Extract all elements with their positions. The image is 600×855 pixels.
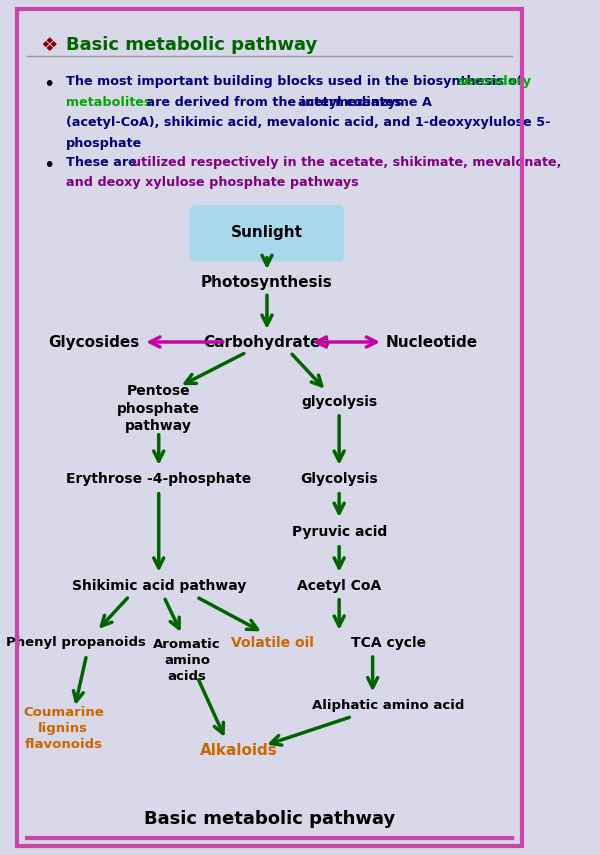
- Text: Pyruvic acid: Pyruvic acid: [292, 525, 387, 539]
- Text: Alkaloids: Alkaloids: [200, 743, 277, 758]
- Text: Carbohydrates: Carbohydrates: [204, 334, 330, 350]
- Text: Shikimic acid pathway: Shikimic acid pathway: [71, 579, 246, 593]
- Text: Acetyl CoA: Acetyl CoA: [297, 579, 381, 593]
- Text: •: •: [43, 75, 54, 94]
- Text: and deoxy xylulose phosphate pathways: and deoxy xylulose phosphate pathways: [66, 176, 359, 189]
- Text: Basic metabolic pathway: Basic metabolic pathway: [144, 810, 395, 828]
- Text: The most important building blocks used in the biosynthesis of: The most important building blocks used …: [66, 75, 527, 88]
- Text: Glycosides: Glycosides: [49, 334, 140, 350]
- Text: (acetyl-CoA), shikimic acid, mevalonic acid, and 1-deoxyxylulose 5-: (acetyl-CoA), shikimic acid, mevalonic a…: [66, 116, 550, 129]
- Text: Glycolysis: Glycolysis: [301, 472, 378, 486]
- Text: Pentose
phosphate
pathway: Pentose phosphate pathway: [117, 385, 200, 433]
- Text: Basic metabolic pathway: Basic metabolic pathway: [66, 36, 317, 54]
- Text: Sunlight: Sunlight: [231, 225, 303, 240]
- Text: •: •: [43, 156, 54, 174]
- Text: utilized respectively in the acetate, shikimate, mevalonate,: utilized respectively in the acetate, sh…: [132, 156, 561, 168]
- Text: TCA cycle: TCA cycle: [350, 636, 425, 650]
- Text: Erythrose -4-phosphate: Erythrose -4-phosphate: [66, 472, 251, 486]
- Text: Aromatic
amino
acids: Aromatic amino acids: [153, 638, 221, 682]
- Text: These are: These are: [66, 156, 142, 168]
- Text: Photosynthesis: Photosynthesis: [201, 274, 333, 290]
- Text: Nucleotide: Nucleotide: [386, 334, 478, 350]
- Text: Volatile oil: Volatile oil: [230, 636, 314, 650]
- Text: Aliphatic amino acid: Aliphatic amino acid: [312, 699, 464, 712]
- Text: Coumarine
lignins
flavonoids: Coumarine lignins flavonoids: [23, 706, 104, 751]
- Text: metabolites: metabolites: [66, 96, 151, 109]
- Text: are derived from the intermediates: are derived from the intermediates: [142, 96, 406, 109]
- Text: secondary: secondary: [458, 75, 532, 88]
- Text: glycolysis: glycolysis: [301, 395, 377, 409]
- Text: ❖: ❖: [40, 36, 58, 55]
- Text: acetyl coenzyme A: acetyl coenzyme A: [298, 96, 432, 109]
- Text: phosphate: phosphate: [66, 137, 142, 150]
- Text: Phenyl propanoids: Phenyl propanoids: [7, 636, 146, 650]
- FancyBboxPatch shape: [190, 205, 344, 262]
